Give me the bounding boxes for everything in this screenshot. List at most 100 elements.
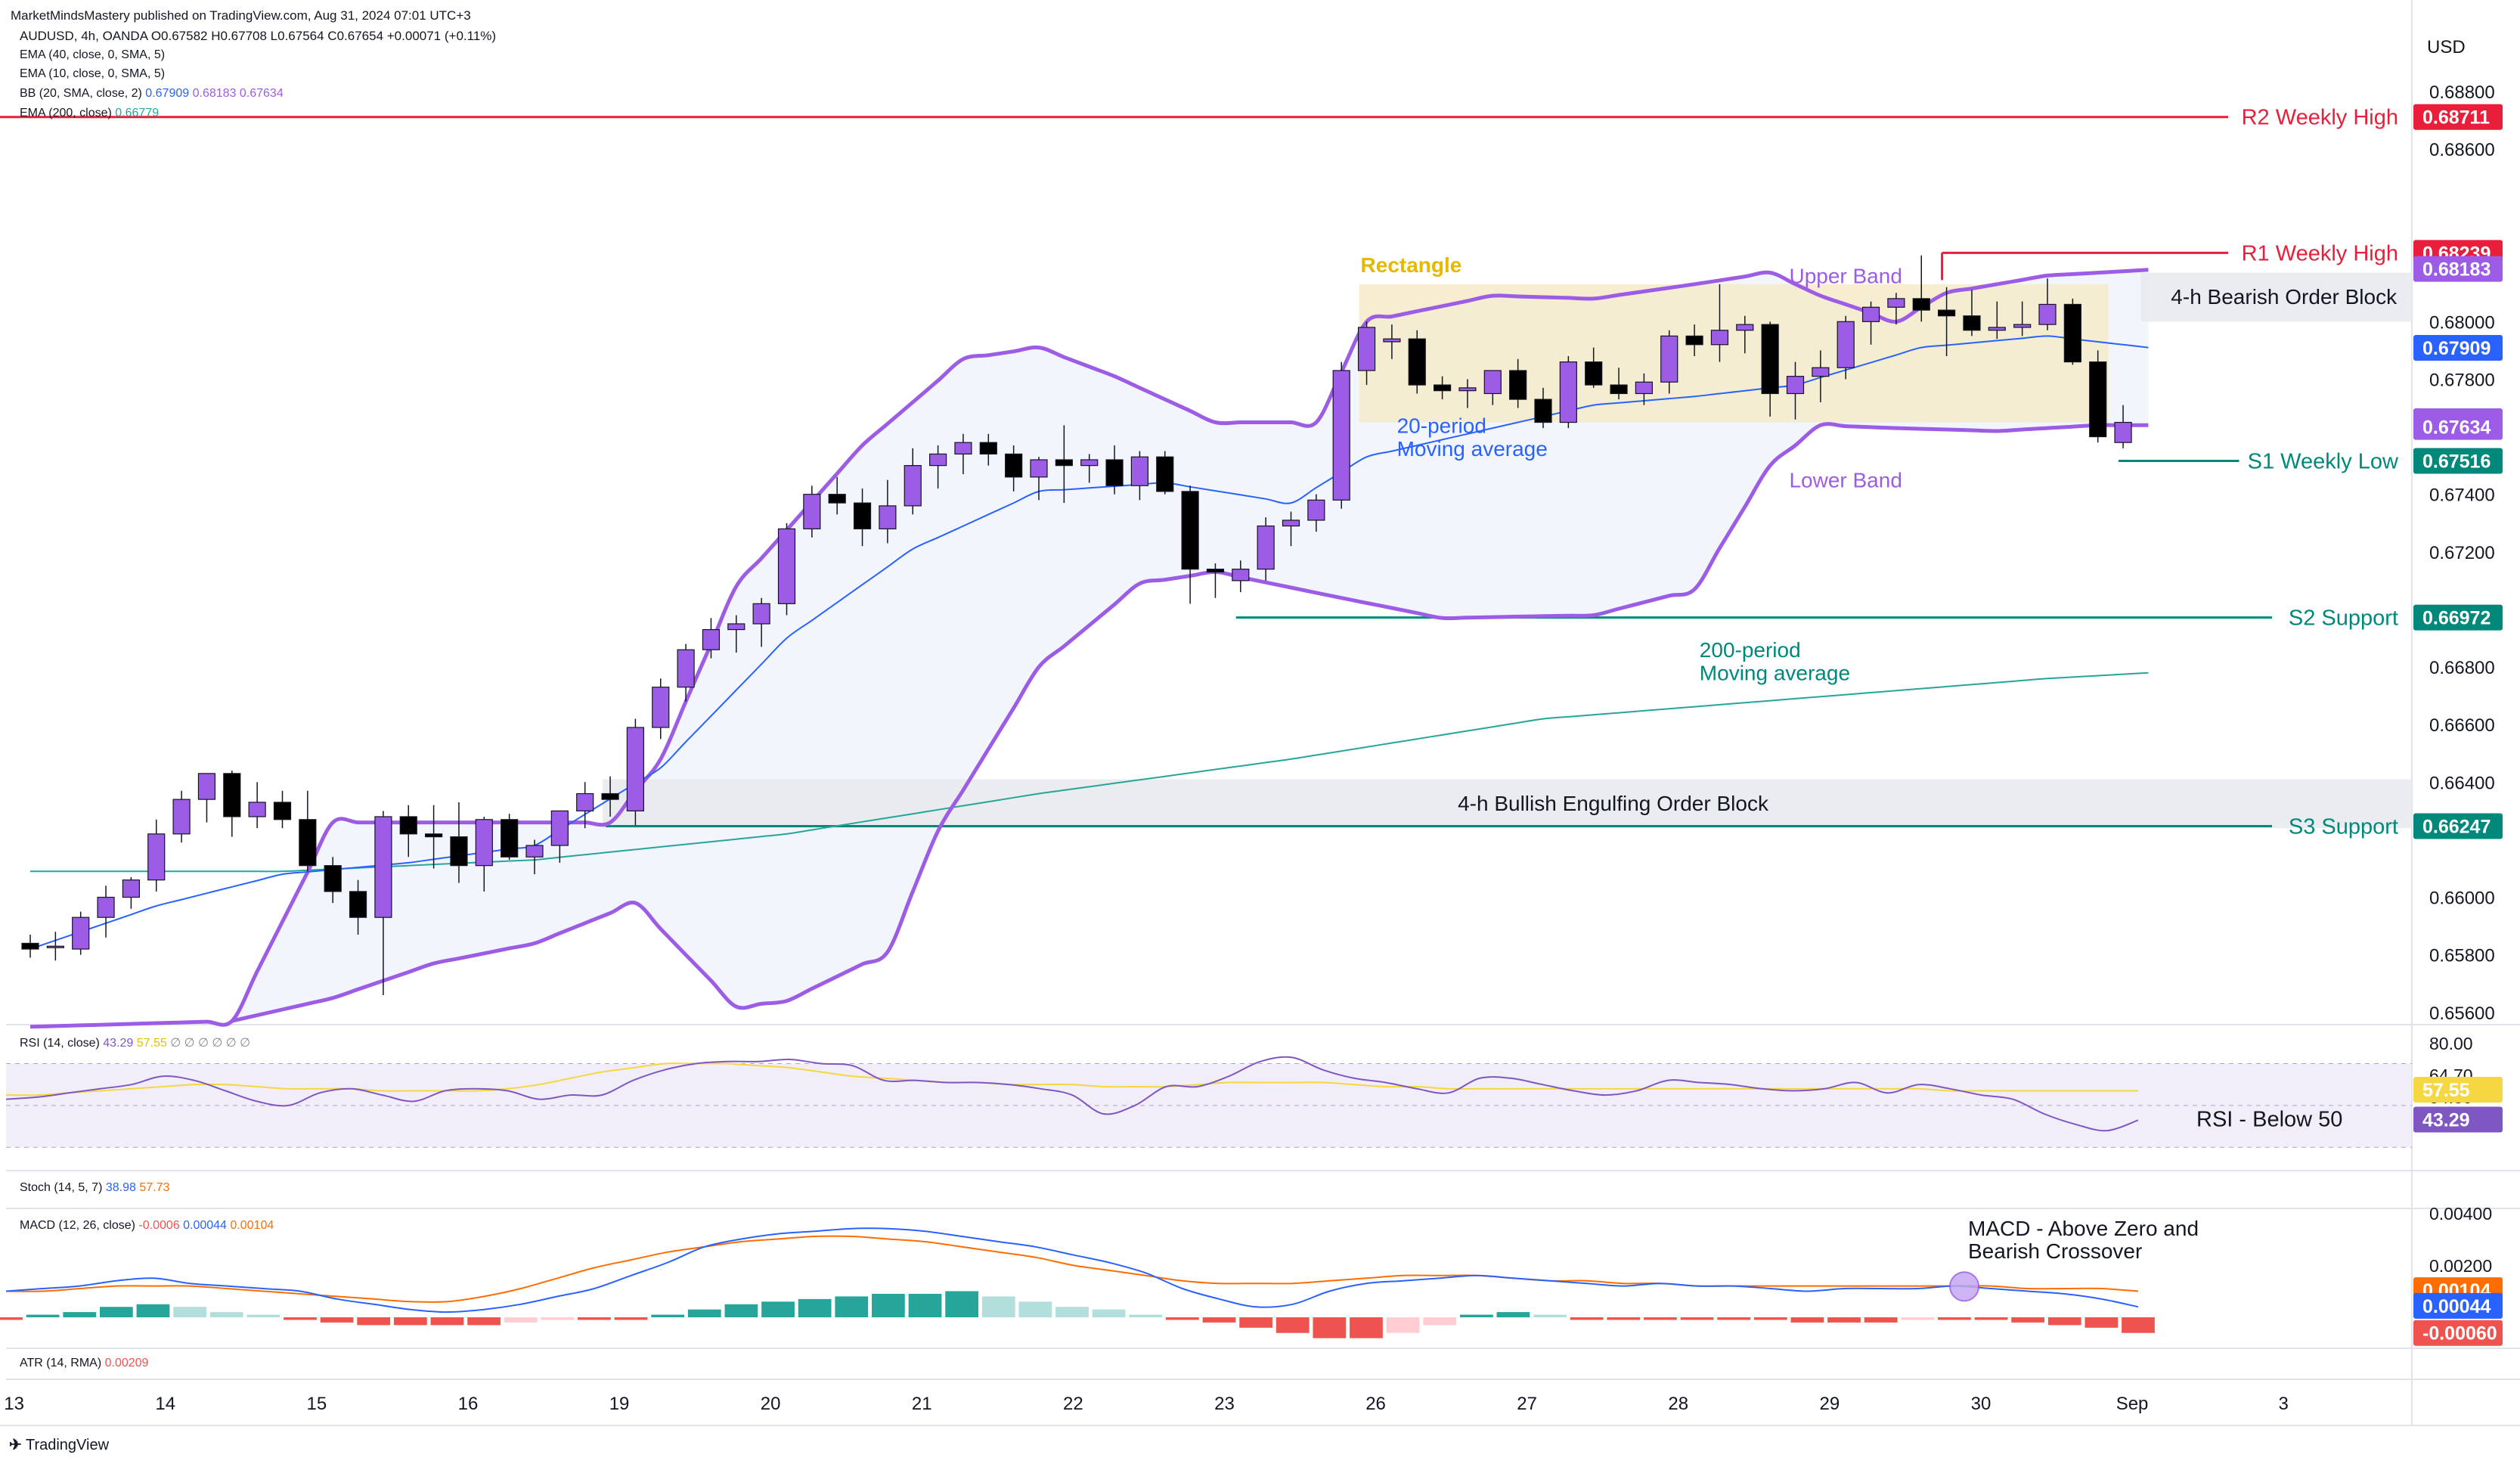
candle-body [1055,459,1073,467]
candle-body [1030,459,1048,478]
candle-body [1483,370,1502,395]
candle-body [601,792,619,800]
candle-body [752,603,770,625]
macd-histogram-bar [1496,1312,1530,1317]
tradingview-logo[interactable]: ✈︎ TradingView [9,1437,110,1453]
candle-body [1509,370,1527,400]
macd-histogram-bar [209,1312,243,1317]
time-tick-label: 28 [1668,1394,1688,1414]
order-block-zone [603,779,2412,829]
candle-body [1383,338,1401,343]
candle-body [954,442,972,455]
rsi-badge-bg [2413,1106,2503,1133]
rectangle-label: Rectangle [1361,253,1462,277]
candle-body [1988,327,2006,331]
level-price-badge-bg [2413,448,2503,474]
macd-line [5,1227,2139,1314]
candle-body [450,836,468,867]
candle-body [2013,324,2032,328]
chart-annotation: 200-period [1700,638,1801,662]
time-tick-label: 19 [609,1394,630,1414]
macd-histogram-bar [136,1304,170,1317]
candle-body [1257,525,1275,570]
level-price-badge: 0.66247 [2422,817,2491,838]
candle-body [828,494,846,504]
macd-histogram-bar [724,1304,758,1317]
candle-body [1610,384,1628,395]
candle-body [424,833,443,838]
publisher-line: MarketMindsMastery published on TradingV… [11,8,471,23]
price-tick-label: 0.66000 [2429,889,2495,909]
candle-body [1206,569,1225,573]
bb-mid-value: 0.67909 [145,87,190,100]
candle-body [475,819,493,867]
chart-annotation: Moving average [1397,437,1548,461]
rsi-badge: 43.29 [2422,1110,2470,1131]
price-tick-label: 0.67400 [2429,485,2495,506]
candle-body [702,628,721,650]
chart-annotation: 20-period [1397,414,1486,437]
time-tick-label: 23 [1214,1394,1235,1414]
macd-histogram-bar [173,1307,206,1317]
indicator-ema40: EMA (40, close, 0, SMA, 5) [20,48,165,62]
candle-body [1433,384,1452,392]
macd-annotation: MACD - Above Zero and [1968,1217,2199,1240]
candle-body [21,942,39,950]
level-price-badge: 0.68711 [2422,107,2490,129]
macd-histogram-bar [761,1301,795,1317]
macd-histogram-bar [0,1317,23,1320]
candle-body [853,502,872,529]
candle-body [197,773,216,800]
atr-label: ATR (14, RMA) 0.00209 [20,1357,149,1369]
candle-body [72,917,90,950]
level-label: R1 Weekly High [2242,241,2398,265]
candle-body [1736,324,1754,331]
candle-body [1710,330,1729,346]
price-badge: 0.67909 [2422,338,2491,359]
price-tick-label: 0.66400 [2429,773,2495,793]
candle-body [374,816,392,918]
candle-body [2114,421,2132,443]
macd-histogram-bar [614,1317,648,1320]
candle-body [928,453,947,467]
macd-histogram-bar [1313,1317,1347,1338]
price-tick-label: 0.68000 [2429,312,2495,333]
macd-histogram-bar [945,1291,979,1317]
macd-histogram-bar [1386,1317,1420,1333]
candle-body [2038,303,2057,325]
candle-body [223,773,241,817]
candle-body [248,802,266,817]
price-badge-bg [2413,256,2503,282]
macd-histogram-bar [2122,1317,2155,1333]
candle-body [1005,453,1023,478]
rsi-line [5,1056,2139,1132]
macd-histogram-bar [1275,1317,1310,1333]
level-label: S2 Support [2289,606,2398,631]
time-tick-label: 15 [306,1394,327,1414]
macd-histogram-bar [1680,1317,1714,1320]
macd-histogram-bar [687,1309,721,1317]
macd-histogram-bar [1239,1317,1272,1328]
candle-body [1861,306,1880,322]
macd-histogram-bar [981,1296,1015,1317]
candle-body [1534,399,1552,423]
candle-body [803,494,821,529]
macd-histogram-bar [1202,1317,1236,1323]
macd-histogram-bar [26,1314,60,1317]
level-price-badge-bg [2413,604,2503,631]
rsi-label: RSI (14, close) 43.29 57.55 ∅ ∅ ∅ ∅ ∅ ∅ [20,1037,251,1050]
macd-histogram-bar [541,1317,575,1320]
candle-body [399,816,417,835]
macd-histogram-bar [835,1296,869,1317]
indicator-ema10: EMA (10, close, 0, SMA, 5) [20,67,165,81]
macd-histogram-bar [246,1314,281,1317]
candle-body [299,819,317,867]
candle-body [122,879,140,898]
macd-histogram-bar [1717,1317,1751,1320]
rsi-ma-badge-bg [2413,1077,2503,1103]
candle-body [1156,456,1174,492]
macd-histogram-bar [1459,1314,1493,1317]
candle-body [1685,335,1703,346]
price-badge: 0.68183 [2422,259,2491,281]
